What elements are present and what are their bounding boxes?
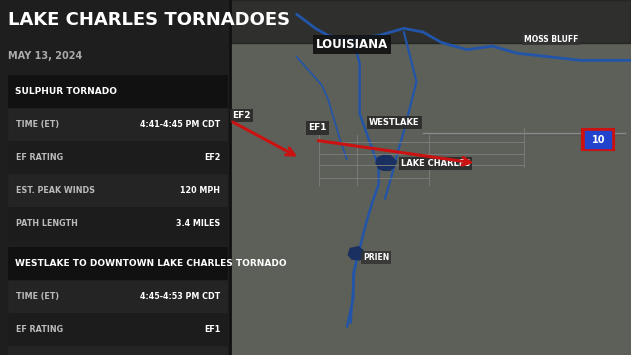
Text: EF2: EF2	[232, 111, 251, 120]
Polygon shape	[348, 247, 365, 260]
Bar	[8, 247, 227, 280]
Text: EF RATING: EF RATING	[16, 326, 64, 334]
Bar	[0, 0, 230, 355]
Text: MAY 13, 2024: MAY 13, 2024	[8, 51, 82, 61]
Polygon shape	[376, 154, 396, 170]
Text: EF RATING: EF RATING	[16, 153, 64, 162]
Text: EF1: EF1	[308, 123, 326, 132]
Text: 4:41-4:45 PM CDT: 4:41-4:45 PM CDT	[140, 120, 220, 129]
Bar	[8, 346, 227, 355]
Bar	[230, 0, 631, 355]
Bar	[8, 313, 227, 346]
Text: SULPHUR TORNADO: SULPHUR TORNADO	[15, 87, 117, 95]
Bar	[8, 75, 227, 108]
Text: EF2: EF2	[204, 153, 220, 162]
Bar	[582, 129, 614, 150]
Text: 4:45-4:53 PM CDT: 4:45-4:53 PM CDT	[140, 293, 220, 301]
Text: MOSS BLUFF: MOSS BLUFF	[524, 34, 578, 44]
Bar	[8, 108, 227, 141]
Text: 120 MPH: 120 MPH	[180, 186, 220, 195]
Text: EF1: EF1	[204, 326, 220, 334]
Text: LAKE CHARLES: LAKE CHARLES	[401, 159, 470, 168]
Text: 10: 10	[591, 135, 605, 144]
Text: PRIEN: PRIEN	[363, 253, 389, 262]
Text: LOUISIANA: LOUISIANA	[316, 38, 388, 51]
Text: EST. PEAK WINDS: EST. PEAK WINDS	[16, 186, 95, 195]
Text: 3.4 MILES: 3.4 MILES	[176, 219, 220, 228]
Bar	[8, 207, 227, 240]
Bar	[230, 0, 631, 43]
Bar	[585, 131, 611, 148]
Bar	[8, 280, 227, 313]
Bar	[8, 141, 227, 174]
Text: WESTLAKE TO DOWNTOWN LAKE CHARLES TORNADO: WESTLAKE TO DOWNTOWN LAKE CHARLES TORNAD…	[15, 260, 286, 268]
Text: TIME (ET): TIME (ET)	[16, 120, 59, 129]
Text: WESTLAKE: WESTLAKE	[369, 118, 420, 127]
Text: PATH LENGTH: PATH LENGTH	[16, 219, 78, 228]
Bar	[8, 174, 227, 207]
Text: TIME (ET): TIME (ET)	[16, 293, 59, 301]
Text: LAKE CHARLES TORNADOES: LAKE CHARLES TORNADOES	[8, 11, 290, 29]
